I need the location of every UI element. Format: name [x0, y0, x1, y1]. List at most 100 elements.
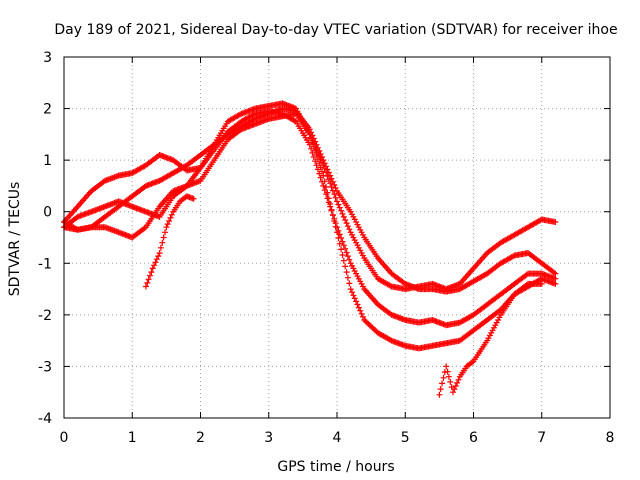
- data-point: [447, 378, 454, 385]
- data-point: [343, 220, 350, 227]
- data-point: [339, 252, 346, 258]
- data-point: [163, 224, 170, 231]
- data-point: [358, 310, 365, 317]
- data-point: [325, 195, 332, 202]
- data-point: [346, 280, 353, 287]
- data-point: [538, 280, 545, 287]
- data-point: [162, 229, 168, 236]
- x-tick-label: 3: [264, 430, 273, 446]
- data-point: [552, 280, 559, 287]
- x-tick-label: 0: [60, 430, 69, 446]
- data-point: [329, 212, 336, 219]
- data-point: [319, 159, 325, 166]
- data-point: [347, 286, 354, 293]
- data-point: [344, 223, 351, 230]
- data-point: [329, 187, 336, 194]
- data-point: [144, 279, 151, 286]
- data-point: [155, 253, 162, 260]
- data-point: [320, 172, 327, 179]
- x-axis-label: GPS time / hours: [277, 459, 394, 475]
- axis-ticks: [63, 56, 611, 419]
- data-point: [332, 194, 339, 201]
- series-curve-1: [61, 105, 559, 295]
- data-point: [167, 214, 174, 221]
- data-point: [339, 210, 346, 217]
- data-point: [346, 226, 353, 233]
- data-point: [452, 383, 459, 389]
- data-point: [148, 269, 155, 276]
- data-point: [168, 211, 175, 218]
- data-point: [340, 257, 347, 264]
- data-point: [440, 374, 447, 381]
- data-point: [351, 295, 358, 302]
- series-curve-3: [61, 108, 559, 329]
- series-curve-4: [61, 110, 559, 352]
- x-tick-label: 8: [606, 430, 615, 446]
- data-point: [336, 240, 343, 247]
- data-point: [324, 189, 331, 196]
- data-point: [340, 213, 347, 220]
- data-point: [164, 221, 171, 228]
- data-point: [335, 235, 342, 241]
- data-point: [338, 207, 345, 214]
- data-point: [523, 281, 530, 288]
- data-point: [523, 271, 530, 278]
- data-point: [343, 249, 350, 256]
- data-point: [454, 379, 461, 386]
- x-tick-label: 1: [128, 430, 137, 446]
- y-tick-label: -3: [38, 359, 52, 375]
- x-tick-label: 7: [537, 430, 546, 446]
- data-point: [166, 218, 173, 224]
- data-point: [354, 301, 361, 308]
- data-point: [450, 389, 456, 396]
- data-point: [306, 131, 313, 138]
- data-point: [321, 178, 328, 185]
- data-point: [325, 176, 332, 183]
- data-point: [147, 272, 153, 279]
- data-point: [149, 265, 156, 272]
- data-point: [451, 386, 458, 393]
- data-point: [455, 376, 462, 383]
- data-point: [157, 244, 164, 251]
- data-points: [61, 100, 559, 398]
- series-curve-2: [61, 100, 559, 293]
- data-point: [190, 195, 197, 202]
- y-tick-label: -4: [38, 411, 52, 427]
- data-point: [145, 276, 152, 283]
- data-point: [338, 246, 345, 253]
- x-tick-label: 2: [196, 430, 205, 446]
- data-point: [353, 298, 360, 305]
- data-point: [443, 363, 450, 370]
- data-point: [332, 223, 339, 230]
- data-point: [439, 380, 446, 387]
- data-point: [444, 368, 451, 375]
- x-tick-label: 5: [401, 430, 410, 446]
- data-point: [344, 274, 351, 281]
- data-point: [552, 219, 559, 225]
- data-point: [159, 239, 166, 246]
- data-point: [349, 289, 355, 296]
- data-point: [308, 135, 315, 142]
- data-point: [316, 160, 323, 167]
- data-point: [328, 184, 335, 190]
- data-point: [323, 169, 330, 176]
- data-point: [313, 152, 320, 158]
- x-tick-label: 6: [469, 430, 478, 446]
- data-point: [312, 147, 319, 154]
- data-point: [342, 217, 349, 223]
- data-point: [160, 234, 167, 241]
- data-point: [331, 218, 338, 224]
- data-point: [316, 153, 323, 159]
- x-tick-label: 4: [333, 430, 342, 446]
- data-point: [323, 184, 330, 190]
- data-point: [331, 191, 338, 198]
- data-point: [357, 307, 364, 314]
- data-point: [359, 313, 366, 320]
- data-point: [314, 156, 321, 163]
- data-point: [346, 256, 353, 263]
- data-point: [152, 259, 159, 266]
- data-point: [335, 201, 342, 208]
- data-point: [445, 373, 452, 380]
- series-curve-6: [436, 280, 545, 398]
